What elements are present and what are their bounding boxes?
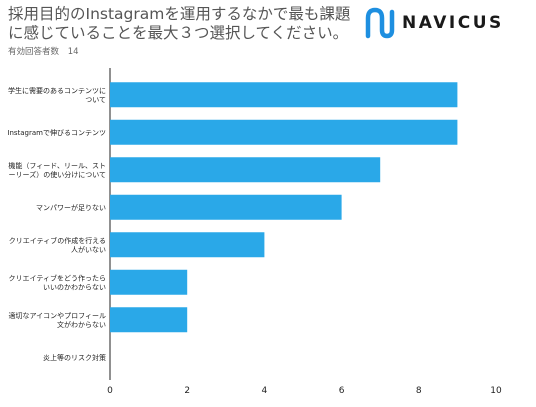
x-tick-0: 0	[107, 386, 113, 396]
category-label-1: 学生に需要のあるコンテンツについて	[8, 86, 106, 104]
bar-6	[110, 269, 188, 295]
bar-2	[110, 119, 458, 145]
navicus-logo: NAVICUS	[362, 6, 532, 42]
category-label-6: クリエイティブをどう作ったらいいのかわからない	[9, 273, 106, 291]
category-label-8: 炎上等のリスク対策	[43, 353, 106, 362]
x-tick-2: 2	[184, 386, 190, 396]
category-label-2: Instagramで伸びるコンテンツ	[7, 128, 106, 137]
x-tick-4: 4	[262, 386, 268, 396]
bar-4	[110, 194, 342, 220]
respondents-count: 14	[67, 47, 79, 57]
bar-5	[110, 232, 265, 258]
bar-1	[110, 82, 458, 108]
x-tick-10: 10	[490, 386, 502, 396]
x-tick-6: 6	[339, 386, 345, 396]
respondents-info: 有効回答者数 14	[8, 45, 79, 57]
x-tick-8: 8	[416, 386, 422, 396]
brand-name: NAVICUS	[402, 13, 504, 33]
category-label-5: クリエイティブの作成を行える人がいない	[9, 236, 106, 254]
chart-title: 採用目的のInstagramを運用するなかで最も課題に感じていることを最大３つ選…	[8, 5, 351, 42]
category-label-7: 適切なアイコンやプロフィール文がわからない	[8, 311, 106, 329]
respondents-label: 有効回答者数	[8, 47, 60, 57]
navicus-wave-icon	[365, 7, 395, 39]
category-label-3: 機能（フィード、リール、ストーリーズ）の使い分けについて	[8, 161, 106, 179]
bar-7	[110, 307, 188, 333]
category-label-4: マンパワーが足りない	[36, 203, 106, 212]
bar-3	[110, 157, 381, 183]
